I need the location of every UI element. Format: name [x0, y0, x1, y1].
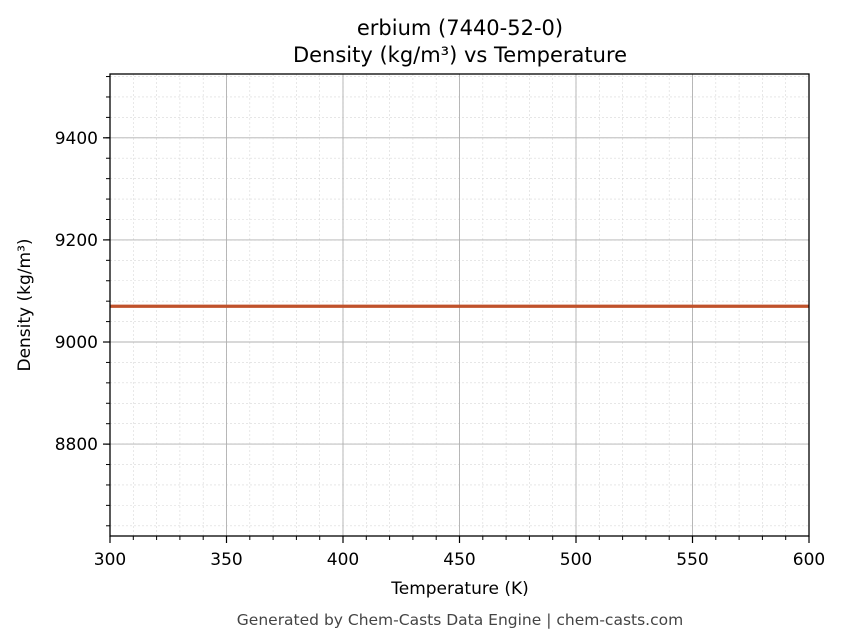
x-tick-label: 600: [793, 550, 825, 570]
y-tick-label: 9200: [55, 231, 98, 251]
chart-title-line2: Density (kg/m³) vs Temperature: [293, 43, 627, 67]
x-tick-label: 550: [676, 550, 708, 570]
x-tick-label: 350: [210, 550, 242, 570]
y-tick-label: 8800: [55, 435, 98, 455]
y-tick-label: 9400: [55, 129, 98, 149]
y-axis-label: Density (kg/m³): [15, 238, 35, 371]
x-tick-label: 450: [443, 550, 475, 570]
x-axis-ticks: 300 350 400 450 500 550 600: [94, 536, 825, 570]
x-tick-label: 300: [94, 550, 126, 570]
x-tick-label: 500: [560, 550, 592, 570]
x-tick-label: 400: [327, 550, 359, 570]
footer-credit: Generated by Chem-Casts Data Engine | ch…: [237, 611, 683, 629]
major-grid: [109, 74, 810, 536]
y-tick-label: 9000: [55, 333, 98, 353]
chart-title-line1: erbium (7440-52-0): [357, 16, 563, 40]
y-axis-ticks: 8800 9000 9200 9400: [55, 76, 110, 527]
x-axis-label: Temperature (K): [390, 579, 529, 599]
